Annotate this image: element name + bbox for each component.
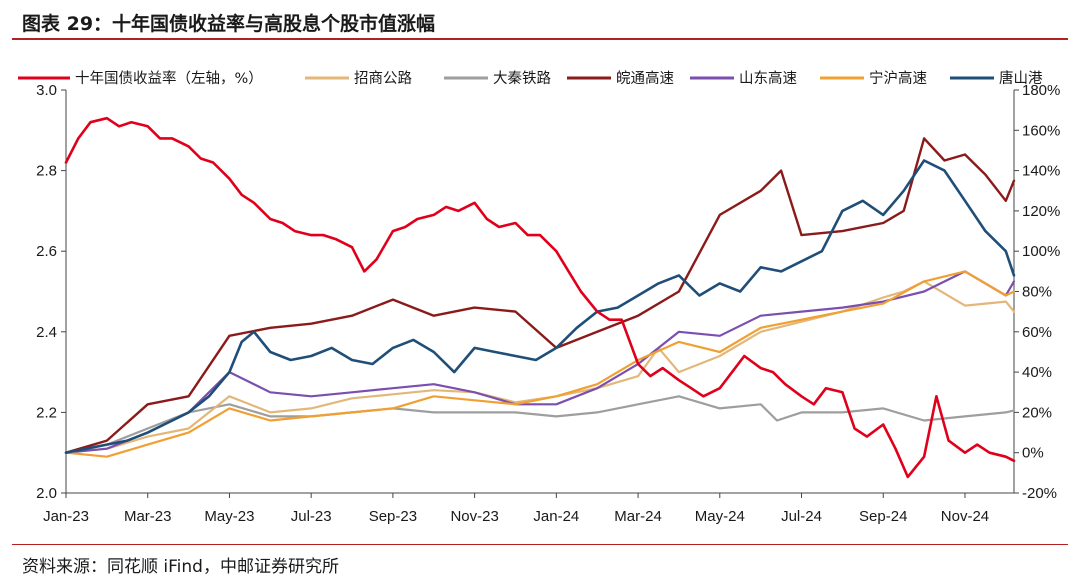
x-tick-label: Mar-24 [614, 508, 662, 525]
legend-label: 宁沪高速 [869, 70, 927, 87]
legend-label: 皖通高速 [616, 70, 674, 87]
legend-label: 唐山港 [999, 70, 1043, 87]
series-line-5 [64, 270, 1016, 458]
series-line-2 [64, 395, 1016, 454]
legend-label: 山东高速 [739, 70, 797, 87]
legend-label: 招商公路 [354, 70, 412, 87]
series-line-6 [64, 159, 1016, 455]
right-tick-label: 40% [1022, 364, 1052, 381]
x-tick-label: Jan-24 [533, 508, 579, 525]
x-tick-label: May-23 [204, 508, 254, 525]
series-lines [64, 116, 1016, 479]
right-tick-label: 180% [1022, 82, 1060, 99]
x-tick-label: Mar-23 [124, 508, 172, 525]
title-rule [12, 38, 1068, 40]
figure-title: 图表 29：十年国债收益率与高股息个股市值涨幅 [22, 13, 436, 35]
x-tick-label: Jan-23 [43, 508, 89, 525]
x-tick-label: Nov-23 [450, 508, 498, 525]
right-tick-label: 100% [1022, 243, 1060, 260]
x-tick-label: Jul-24 [781, 508, 822, 525]
legend: 十年国债收益率（左轴，%） 招商公路 大秦铁路 皖通高速 山东高速 宁沪高速 唐山港 [18, 70, 1043, 87]
x-tick-label: Jul-23 [291, 508, 332, 525]
left-tick-label: 2.4 [36, 324, 57, 341]
right-tick-label: 80% [1022, 284, 1052, 301]
footer-rule [12, 544, 1068, 545]
x-tick-label: Nov-24 [941, 508, 989, 525]
series-line-0 [64, 116, 1016, 479]
left-tick-label: 3.0 [36, 82, 57, 99]
right-tick-label: 140% [1022, 163, 1060, 180]
left-tick-label: 2.6 [36, 243, 57, 260]
left-tick-label: 2.8 [36, 163, 57, 180]
legend-label: 大秦铁路 [493, 70, 551, 87]
title-bar: 图表 29：十年国债收益率与高股息个股市值涨幅 [0, 0, 1080, 40]
right-tick-label: 0% [1022, 445, 1044, 462]
series-line-4 [64, 270, 1016, 454]
left-tick-label: 2.2 [36, 404, 57, 421]
right-tick-label: 60% [1022, 324, 1052, 341]
x-tick-label: Sep-23 [369, 508, 417, 525]
x-tick-label: May-24 [695, 508, 745, 525]
right-tick-label: 20% [1022, 404, 1052, 421]
series-line-3 [64, 137, 1016, 454]
right-tick-label: -20% [1022, 485, 1057, 502]
x-tick-label: Sep-24 [859, 508, 907, 525]
legend-label: 十年国债收益率（左轴，%） [75, 70, 263, 87]
left-tick-label: 2.0 [36, 485, 57, 502]
right-tick-label: 120% [1022, 203, 1060, 220]
right-tick-label: 160% [1022, 122, 1060, 139]
axes: 2.0 2.2 2.4 2.6 2.8 3.0 -20% 0% 20% 40% 60% 80% 100%… [36, 82, 1060, 525]
source-note: 资料来源：同花顺 iFind，中邮证券研究所 [22, 557, 339, 577]
